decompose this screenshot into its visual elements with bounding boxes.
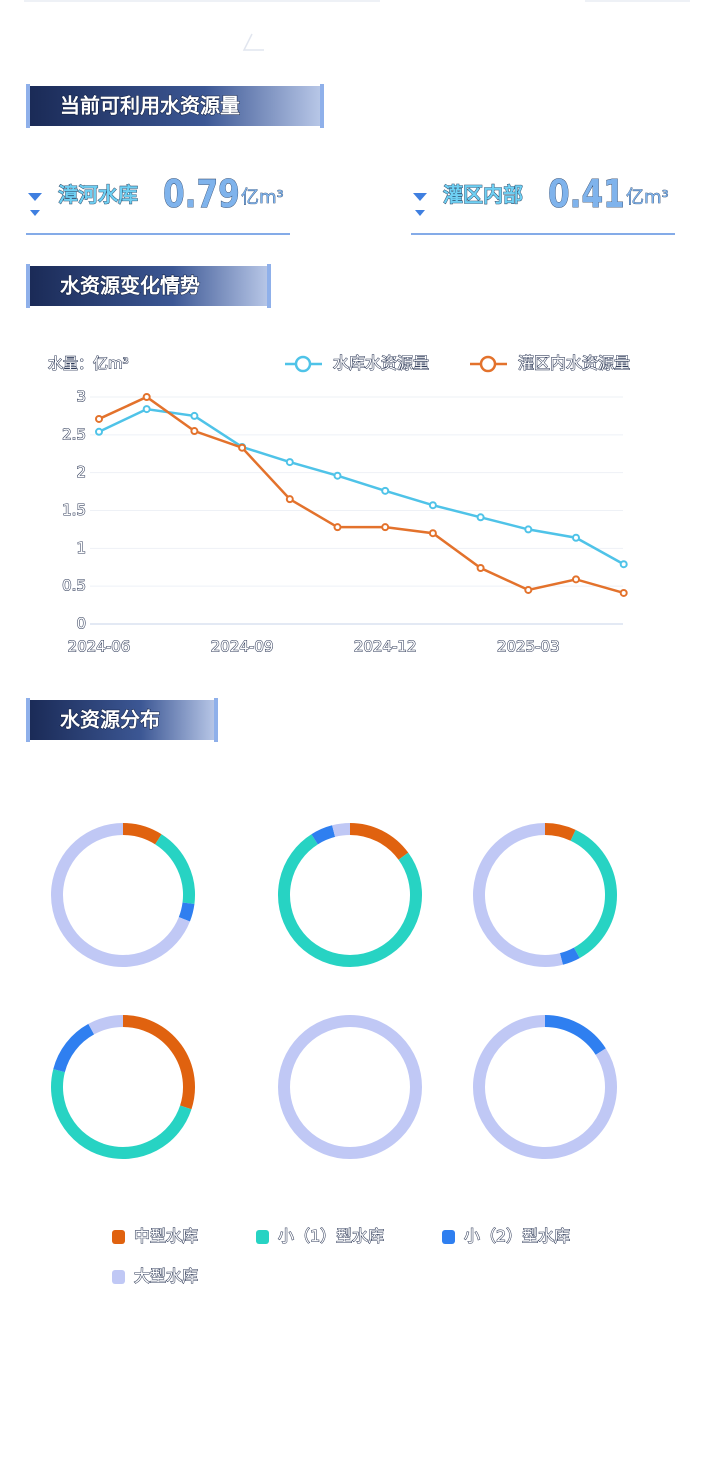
section-header-bg: [28, 86, 322, 126]
y-tick-label: 1: [76, 539, 86, 557]
donut-segment: [473, 823, 563, 967]
data-point: [190, 411, 199, 420]
donut-segment: [122, 823, 162, 845]
section-title: 当前可利用水资源量: [60, 94, 240, 118]
x-tick-label: 2025-03: [497, 638, 560, 656]
section-header-cap: [267, 264, 271, 308]
legend-label: 水库水资源量: [333, 354, 429, 373]
legend-marker: [294, 355, 312, 373]
data-point: [333, 471, 342, 480]
y-axis-label: 水量：亿m³: [48, 355, 129, 373]
series-line: [98, 407, 625, 566]
donut-segment: [473, 1015, 617, 1159]
data-point: [619, 588, 628, 597]
data-point: [381, 486, 390, 495]
donut-segment: [51, 823, 190, 967]
stat-icon: [30, 210, 40, 216]
legend-swatch: [256, 1230, 269, 1244]
data-point: [476, 564, 485, 573]
donut-segment: [559, 947, 580, 965]
section-title: 水资源分布: [60, 708, 160, 732]
stat-value: 0.79: [163, 173, 240, 217]
section-header-bg: [28, 266, 269, 306]
section-header-cap: [26, 698, 30, 742]
y-tick-label: 1.5: [62, 501, 86, 519]
donut-segment: [53, 1023, 95, 1073]
section-header-cap: [320, 84, 324, 128]
donut-segment: [278, 1015, 422, 1159]
stat-icon: [28, 193, 42, 201]
data-point: [95, 427, 103, 436]
section-header-cap: [214, 698, 218, 742]
legend-label: 中型水库: [134, 1227, 198, 1246]
data-point: [142, 405, 151, 414]
donut-segment: [154, 834, 195, 905]
donut-segment: [51, 1069, 192, 1159]
donut-segment: [544, 823, 576, 841]
y-tick-label: 2.5: [62, 425, 86, 443]
data-point: [524, 525, 533, 534]
section-title: 水资源变化情势: [60, 274, 200, 298]
legend-marker: [479, 355, 497, 373]
donut-segment: [122, 1015, 195, 1110]
data-point: [428, 529, 437, 538]
stat-unit: 亿m³: [241, 187, 284, 208]
section-header-cap: [26, 84, 30, 128]
series-line: [98, 395, 625, 595]
x-tick-label: 2024-09: [211, 638, 274, 656]
legend-label: 小（1）型水库: [278, 1227, 384, 1246]
y-tick-label: 3: [76, 388, 86, 406]
top-decoration: [24, 0, 690, 51]
data-point: [285, 495, 294, 504]
legend-swatch: [112, 1270, 125, 1284]
data-point: [381, 523, 390, 532]
donut-segment: [88, 1015, 124, 1035]
section-header-bg: [28, 700, 216, 740]
stat-unit: 亿m³: [626, 187, 669, 208]
donut-segment: [570, 829, 617, 959]
section-header-cap: [26, 264, 30, 308]
y-tick-label: 2: [76, 463, 86, 481]
data-point: [572, 533, 580, 542]
legend-label: 小（2）型水库: [464, 1227, 570, 1246]
stat-icon: [413, 193, 427, 201]
legend-label: 灌区内水资源量: [518, 354, 630, 373]
data-point: [238, 443, 247, 452]
donut-segment: [332, 823, 351, 837]
donut-segment: [311, 825, 336, 845]
stat-label: 漳河水库: [58, 183, 138, 207]
x-tick-label: 2024-06: [68, 638, 131, 656]
stat-value: 0.41: [548, 173, 625, 217]
y-tick-label: 0.5: [62, 577, 86, 595]
legend-swatch: [112, 1230, 125, 1244]
donut-segment: [278, 834, 422, 967]
stat-label: 灌区内部: [443, 183, 523, 207]
donut-segment: [178, 902, 195, 922]
donut-segment: [349, 823, 409, 860]
data-point: [476, 513, 485, 522]
stat-icon: [415, 210, 425, 216]
legend-swatch: [442, 1230, 455, 1244]
data-point: [333, 523, 342, 532]
x-tick-label: 2024-12: [354, 638, 417, 656]
data-point: [142, 393, 151, 401]
legend-label: 大型水库: [134, 1267, 198, 1286]
y-tick-label: 0: [76, 615, 86, 633]
data-point: [619, 560, 628, 569]
data-point: [285, 458, 294, 467]
data-point: [190, 427, 199, 436]
data-point: [572, 575, 580, 584]
data-point: [428, 501, 437, 510]
donut-segment: [544, 1015, 606, 1056]
data-point: [524, 585, 533, 594]
data-point: [95, 414, 103, 423]
